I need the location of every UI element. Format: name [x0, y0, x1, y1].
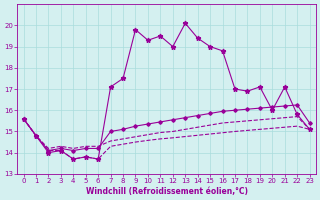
X-axis label: Windchill (Refroidissement éolien,°C): Windchill (Refroidissement éolien,°C) — [85, 187, 248, 196]
